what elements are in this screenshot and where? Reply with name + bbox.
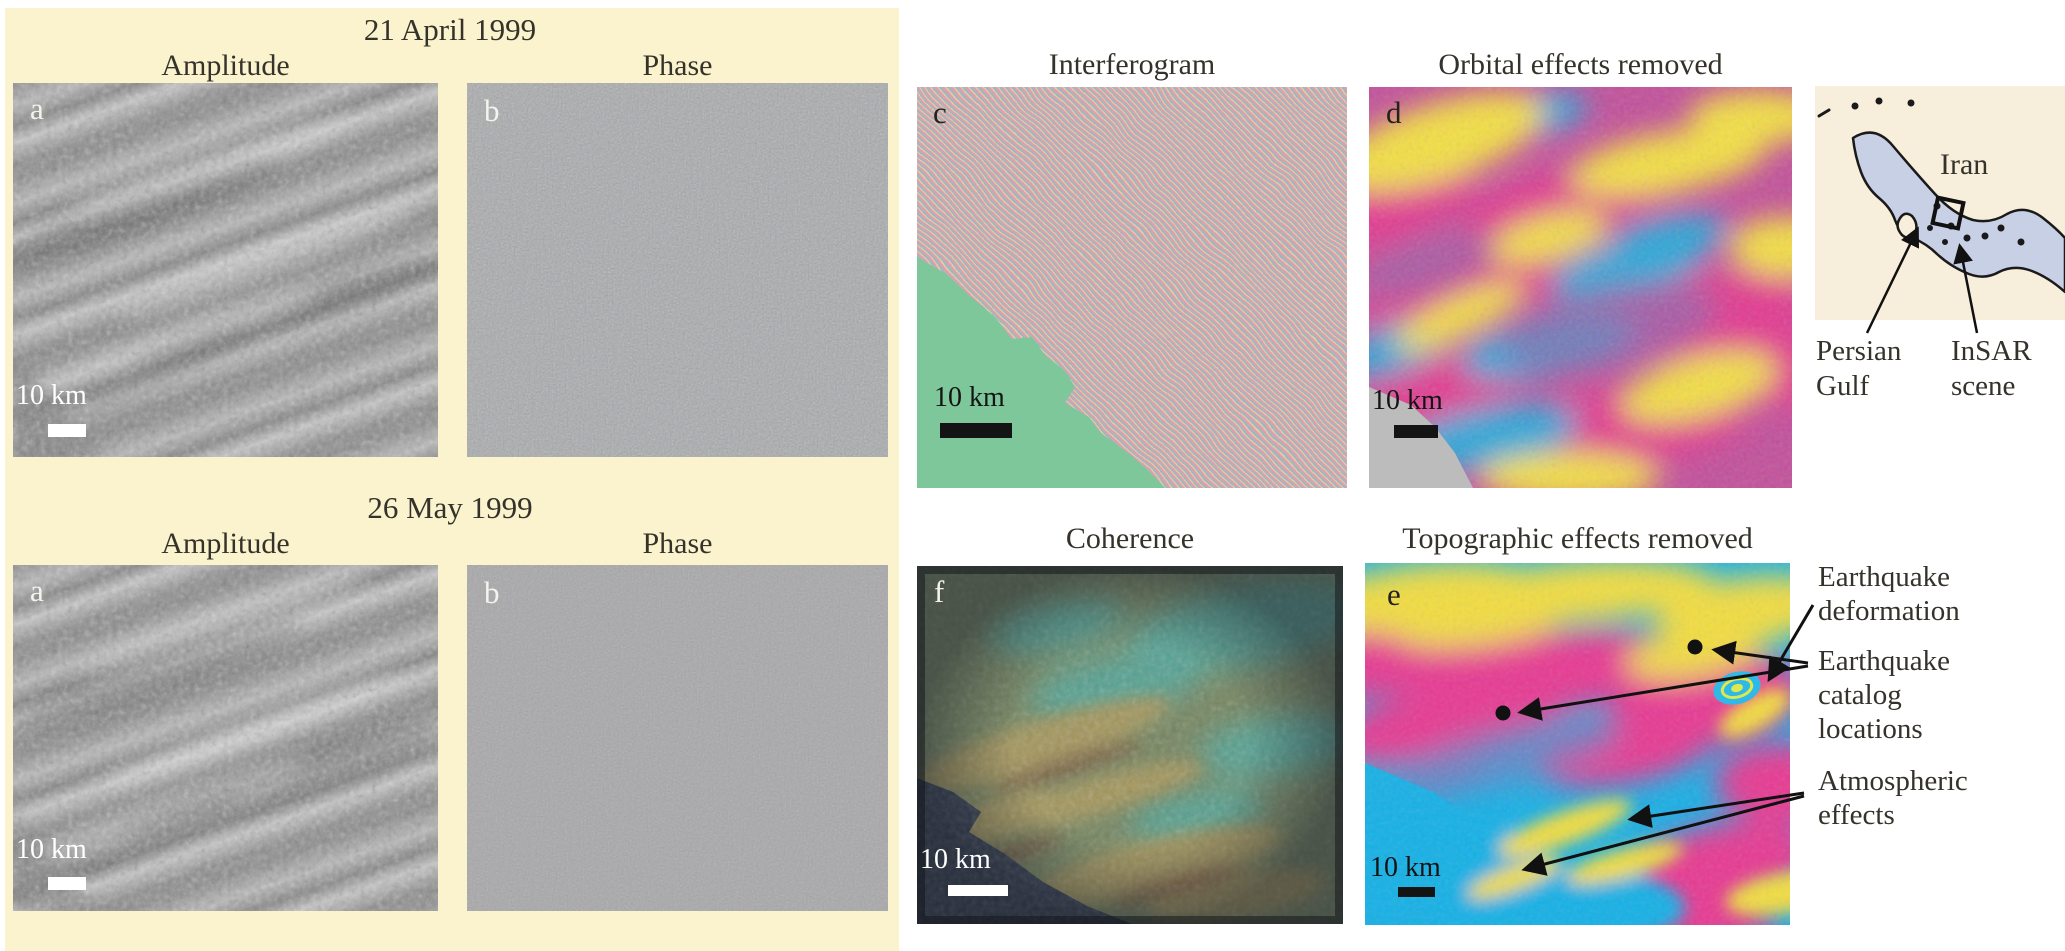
map-sea-label: Persian Gulf — [1816, 334, 1901, 404]
location-map — [1815, 86, 2065, 320]
insar-scene-arrow — [1953, 243, 1979, 334]
row2-amplitude-title: Amplitude — [161, 527, 290, 560]
scale-label-a1: 10 km — [16, 380, 87, 411]
atmospheric-arrow-upper — [1627, 791, 1805, 828]
scale-bar-d — [1394, 425, 1438, 438]
panel-letter-a-row1: a — [30, 91, 44, 126]
row1-date-title: 21 April 1999 — [363, 12, 537, 47]
row2-phase-title: Phase — [642, 527, 713, 560]
orbital-title: Orbital effects removed — [1438, 48, 1723, 81]
scale-bar-a1 — [48, 424, 86, 437]
catalog-arrow-lower — [1517, 664, 1809, 721]
scale-bar-c — [940, 423, 1012, 438]
scale-label-c: 10 km — [934, 382, 1005, 413]
scale-bar-f — [948, 885, 1008, 896]
row2-date-title: 26 May 1999 — [367, 490, 533, 525]
panel-letter-c: c — [933, 95, 947, 130]
map-arrows — [1865, 226, 1979, 334]
atmospheric-annotation-line1: Atmospheric — [1818, 765, 1968, 797]
catalog-annotation-line3: locations — [1818, 713, 1923, 745]
scale-label-d: 10 km — [1372, 385, 1443, 416]
panel-letter-e: e — [1387, 577, 1401, 612]
scale-label-a2: 10 km — [16, 834, 87, 865]
catalog-annotation-line1: Earthquake — [1818, 645, 1951, 677]
persian-gulf-water — [1851, 131, 2065, 294]
scale-label-e: 10 km — [1370, 852, 1441, 883]
catalog-annotation-line2: catalog — [1818, 679, 1902, 711]
interferogram-title: Interferogram — [1048, 48, 1216, 81]
insar-scene-box — [1930, 195, 1966, 231]
row1-amplitude-title: Amplitude — [161, 49, 290, 82]
deformation-annotation: Earthquake deformation — [1818, 560, 1960, 628]
coherence-title: Coherence — [1065, 522, 1195, 555]
panel-letter-b-row2: b — [484, 575, 500, 610]
map-sea-label-line1: Persian — [1816, 335, 1902, 367]
map-scene-label-line2: scene — [1951, 370, 2016, 402]
panel-letter-b-row1: b — [484, 93, 500, 128]
atmospheric-annotation: Atmospheric effects — [1818, 764, 1968, 832]
persian-gulf-arrow — [1865, 226, 1920, 334]
map-scene-label-line1: InSAR — [1951, 335, 2032, 367]
deformation-annotation-line2: deformation — [1818, 595, 1960, 627]
earthquake-dot-lower — [1495, 705, 1511, 721]
scale-label-f: 10 km — [920, 844, 991, 875]
catalog-annotation: Earthquake catalog locations — [1818, 644, 1950, 746]
deformation-annotation-line1: Earthquake — [1818, 561, 1951, 593]
deformation-arrow — [1767, 604, 1815, 683]
phase-image-1 — [467, 83, 888, 457]
row1-phase-title: Phase — [642, 49, 713, 82]
scale-bar-e — [1398, 887, 1435, 897]
atmospheric-annotation-line2: effects — [1818, 799, 1895, 831]
amplitude-image-1 — [13, 83, 438, 457]
annotation-arrows — [1495, 604, 1815, 876]
scale-bar-a2 — [48, 877, 86, 890]
panel-letter-a-row2: a — [30, 573, 44, 608]
topographic-title: Topographic effects removed — [1402, 522, 1753, 555]
earthquake-dot-upper — [1687, 639, 1703, 655]
map-sea-label-line2: Gulf — [1816, 370, 1870, 402]
amplitude-image-2 — [13, 565, 438, 911]
map-country-label: Iran — [1940, 148, 1989, 181]
map-scene-label: InSAR scene — [1951, 334, 2032, 404]
catalog-arrow-upper — [1711, 640, 1809, 665]
topographic-corrected-image — [1365, 563, 1790, 925]
panel-letter-f: f — [934, 574, 945, 609]
atmospheric-arrow-lower — [1521, 794, 1805, 876]
panel-letter-d: d — [1386, 95, 1402, 130]
phase-image-2 — [467, 565, 888, 911]
coherence-image — [917, 566, 1343, 924]
